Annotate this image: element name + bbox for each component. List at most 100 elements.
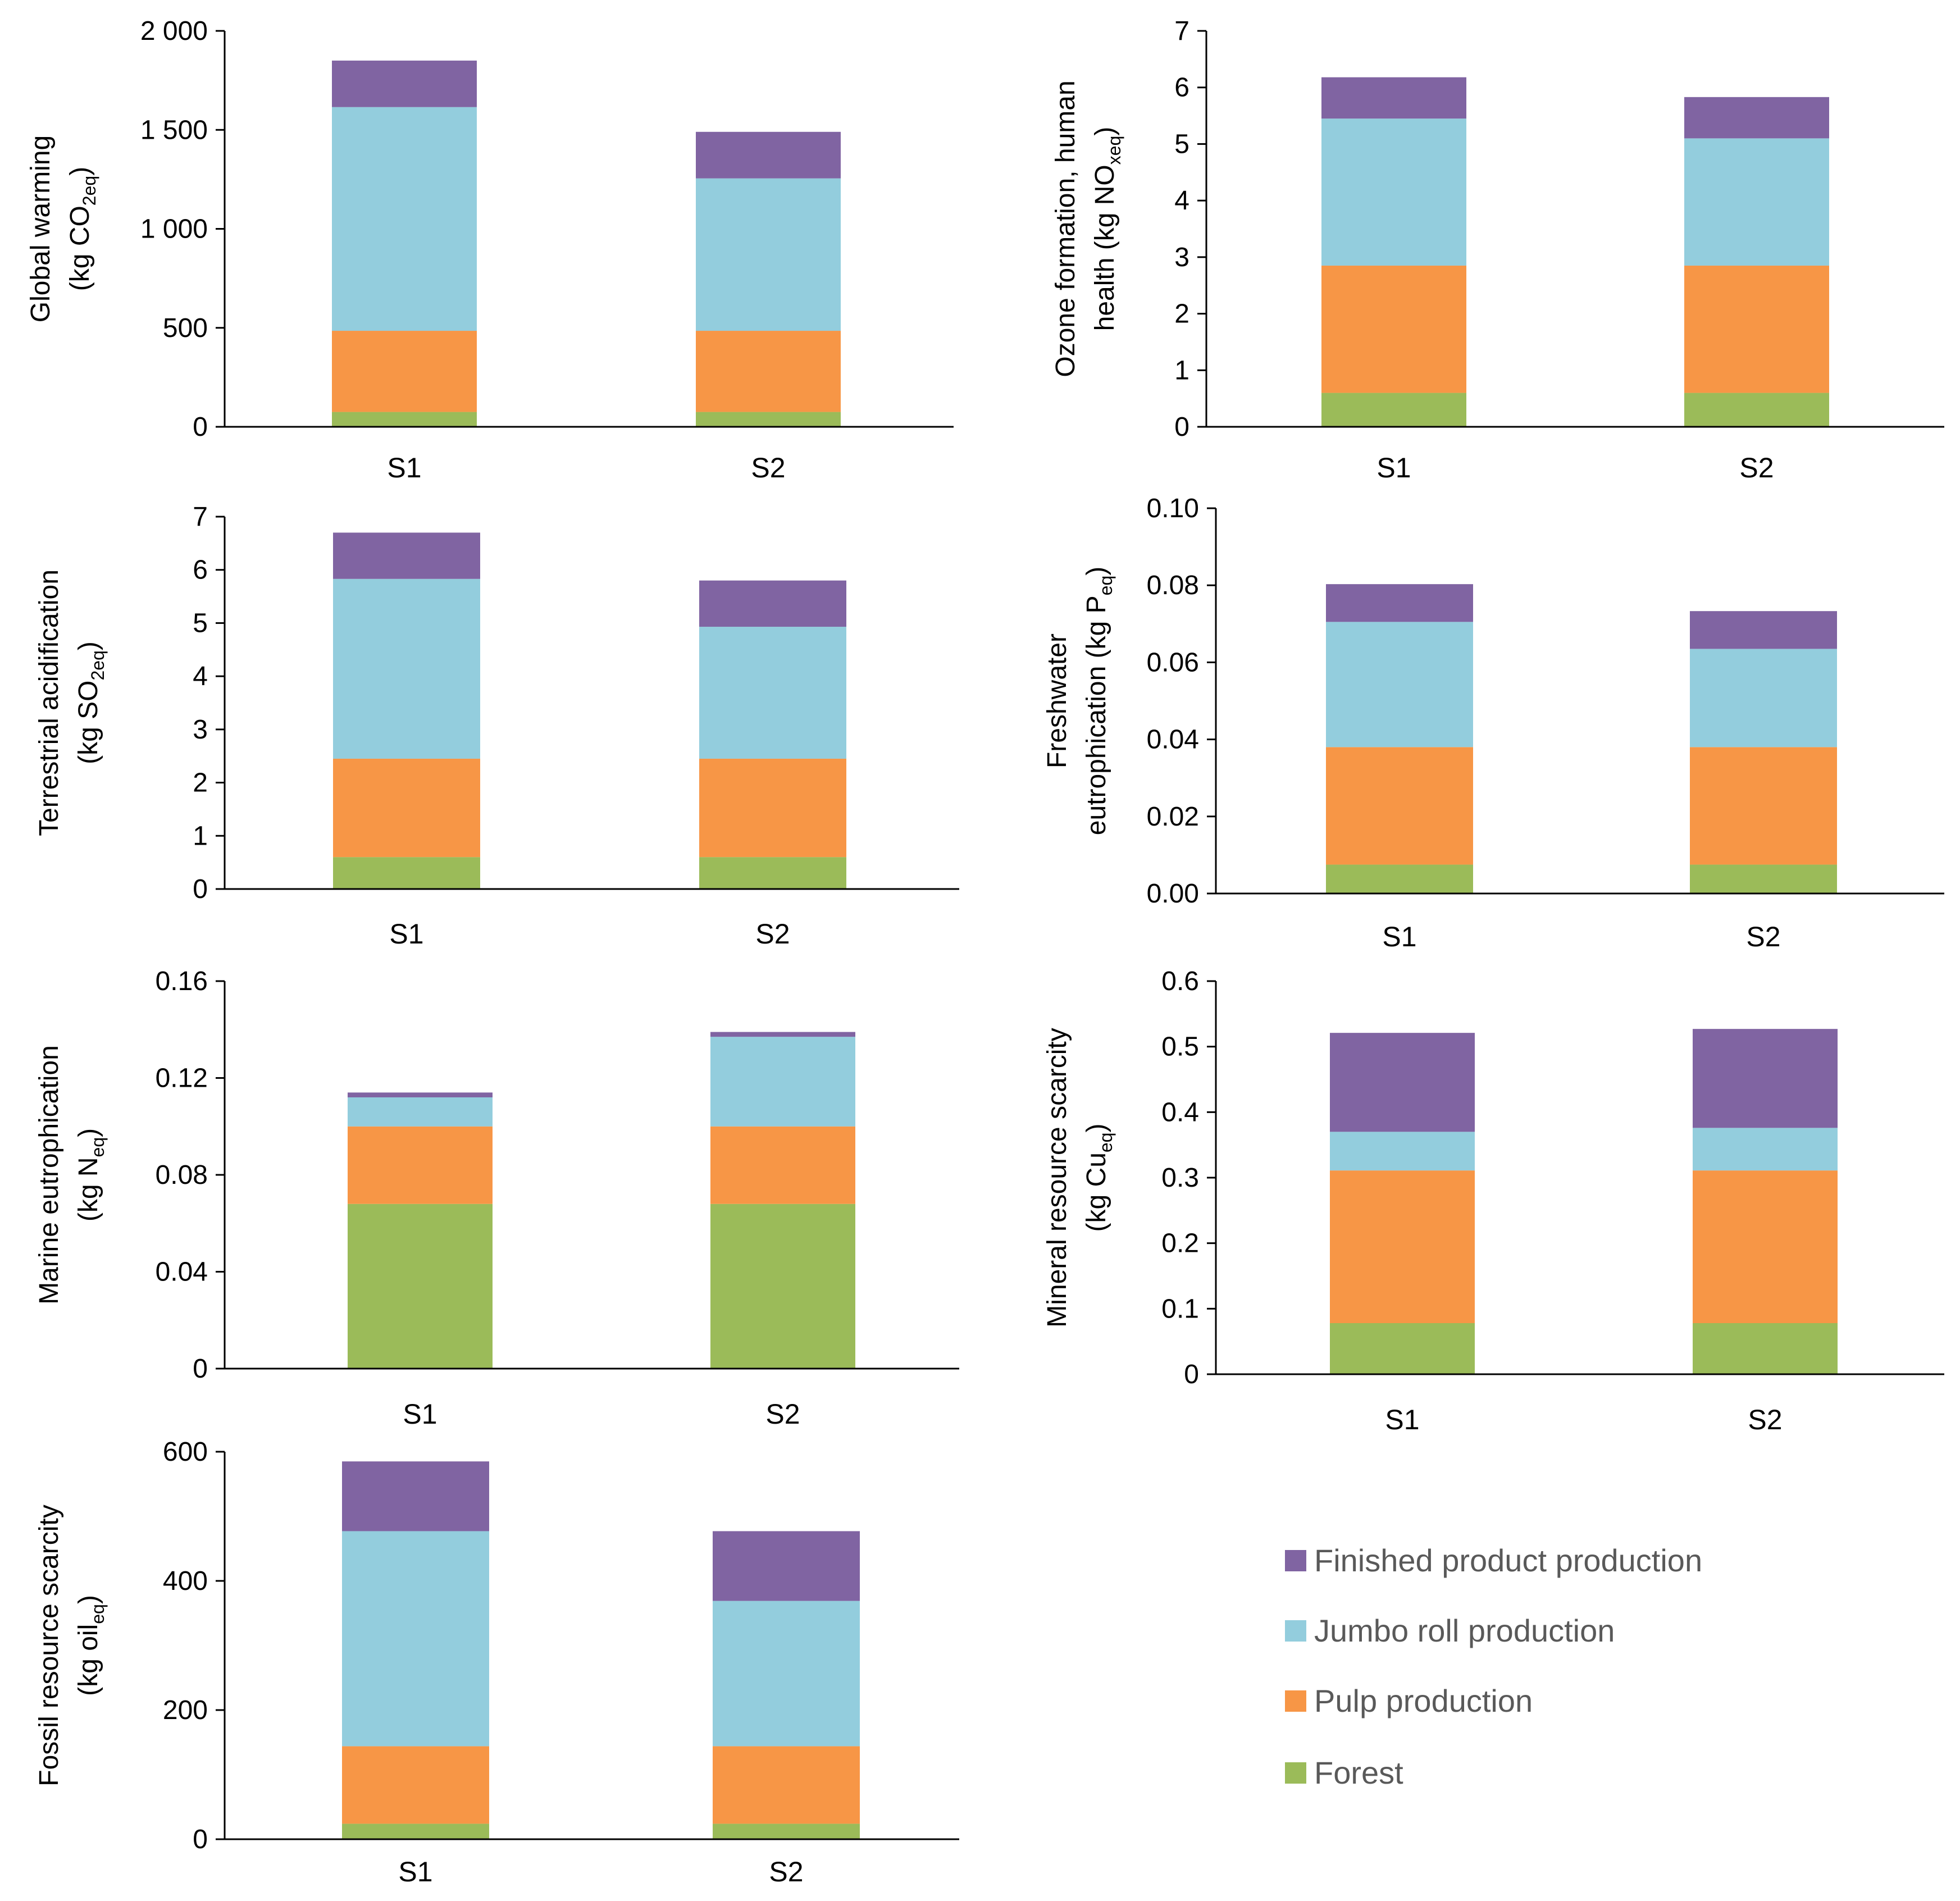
x-category-label: S2 (769, 1856, 803, 1888)
y-axis-title-line1: Freshwater (1042, 633, 1072, 768)
bar-finished-product-production-s2 (699, 580, 846, 627)
bar-pulp-production-s2 (696, 331, 841, 412)
y-tick-label: 3 (193, 715, 208, 745)
bar-jumbo-roll-production-s2 (710, 1037, 855, 1127)
y-tick-label: 0 (193, 1825, 208, 1854)
bar-pulp-production-s1 (1326, 747, 1473, 865)
y-tick-label: 7 (193, 502, 208, 532)
y-tick-label: 1 (1174, 355, 1189, 385)
bar-pulp-production-s1 (348, 1126, 493, 1204)
bar-forest-s2 (710, 1203, 855, 1369)
bar-finished-product-production-s2 (713, 1531, 860, 1601)
bar-jumbo-roll-production-s1 (1330, 1132, 1475, 1171)
y-tick-label: 2 (1174, 299, 1189, 329)
chart-panel-7: 0 200 400 600 S1 S2 Fossil resource scarcity (k… (34, 1437, 959, 1888)
y-tick-label: 0.04 (1147, 725, 1199, 755)
bar-finished-product-production-s1 (332, 60, 477, 107)
bar-finished-product-production-s2 (1690, 611, 1837, 649)
bar-pulp-production-s2 (699, 758, 846, 858)
y-tick-label: 500 (163, 313, 208, 343)
bar-finished-product-production-s2 (696, 131, 841, 179)
y-tick-label: 6 (193, 555, 208, 585)
y-axis-title: Ozone formation, human health (kg NOxeq) (1051, 80, 1124, 377)
y-axis-title-line2: (kg CO2eq) (65, 167, 99, 291)
y-tick-label: 0.10 (1147, 494, 1199, 523)
y-tick-label: 0.16 (156, 967, 208, 996)
y-axis-title-line2: (kg Cueq) (1082, 1124, 1116, 1232)
y-tick-label: 400 (163, 1566, 208, 1596)
bar-jumbo-roll-production-s1 (342, 1531, 489, 1747)
y-axis-title: Mineral resource scarcity (kg Cueq) (1042, 1028, 1116, 1327)
x-category-label: S1 (398, 1856, 432, 1888)
bar-jumbo-roll-production-s2 (1684, 138, 1829, 266)
x-category-label: S2 (751, 452, 785, 484)
y-axis-title-line1: Marine eutrophication (34, 1045, 64, 1305)
bar-jumbo-roll-production-s1 (332, 107, 477, 331)
legend-label: Pulp production (1314, 1683, 1533, 1718)
y-axis-title: Global warming (kg CO2eq) (26, 135, 99, 322)
bar-forest-s1 (342, 1823, 489, 1839)
y-tick-label: 1 (193, 821, 208, 851)
bar-forest-s2 (696, 412, 841, 427)
y-tick-label: 0 (193, 412, 208, 442)
bar-pulp-production-s1 (342, 1746, 489, 1824)
chart-panel-2: 0 1 2 3 4 5 6 7 S1 S2 Ozone formation, human health… (1051, 16, 1944, 484)
bar-jumbo-roll-production-s1 (1321, 118, 1466, 266)
bar-finished-product-production-s1 (348, 1092, 493, 1097)
x-category-label: S1 (387, 452, 421, 484)
bar-jumbo-roll-production-s2 (1690, 649, 1837, 747)
y-tick-label: 0 (193, 874, 208, 904)
y-axis-title-line1: Terrestrial acidification (34, 569, 64, 836)
y-tick-label: 5 (1174, 129, 1189, 159)
y-tick-label: 6 (1174, 73, 1189, 103)
bar-pulp-production-s2 (1690, 747, 1837, 865)
x-category-label: S1 (1385, 1404, 1419, 1435)
y-axis-title-line1: Global warming (26, 135, 56, 322)
bar-pulp-production-s2 (713, 1746, 860, 1824)
y-axis-title-line2: eutrophication (kg Peq) (1082, 567, 1116, 836)
bar-jumbo-roll-production-s1 (333, 578, 480, 759)
bar-forest-s2 (1693, 1323, 1838, 1374)
y-tick-label: 0.02 (1147, 802, 1199, 832)
bar-forest-s1 (1321, 393, 1466, 427)
bar-jumbo-roll-production-s2 (696, 178, 841, 331)
x-category-label: S2 (1746, 921, 1780, 952)
legend: Finished product production Jumbo roll pr… (1285, 1543, 1702, 1790)
chart-panel-3: 0 1 2 3 4 5 6 7 S1 S2 Terrestrial acidification (kg… (34, 502, 959, 950)
legend-label: Jumbo roll production (1314, 1613, 1615, 1648)
y-tick-label: 1 000 (140, 215, 208, 244)
y-tick-label: 0.04 (156, 1257, 208, 1287)
bar-forest-s1 (333, 857, 480, 889)
y-tick-label: 0.6 (1161, 967, 1199, 996)
y-tick-label: 2 (193, 768, 208, 798)
chart-panel-6: 0 0.1 0.2 0.3 0.4 0.5 0.6 S1 S2 Mineral resource … (1042, 967, 1944, 1435)
y-axis-title-line1: Mineral resource scarcity (1042, 1028, 1072, 1327)
y-tick-label: 0 (193, 1354, 208, 1384)
bar-forest-s1 (1330, 1323, 1475, 1374)
x-category-label: S1 (1382, 921, 1416, 952)
bar-pulp-production-s1 (1321, 265, 1466, 393)
y-tick-label: 0.08 (156, 1160, 208, 1190)
bar-forest-s2 (1690, 864, 1837, 893)
bar-jumbo-roll-production-s2 (1693, 1128, 1838, 1171)
y-axis-title-line2: (kg oileq) (74, 1595, 108, 1696)
bar-pulp-production-s2 (1693, 1170, 1838, 1323)
y-tick-label: 1 500 (140, 115, 208, 145)
y-tick-label: 0 (1174, 412, 1189, 442)
bar-finished-product-production-s1 (1330, 1033, 1475, 1132)
y-tick-label: 600 (163, 1437, 208, 1467)
y-tick-label: 4 (1174, 186, 1189, 216)
bar-finished-product-production-s1 (333, 532, 480, 579)
y-axis-title: Freshwater eutrophication (kg Peq) (1042, 567, 1116, 836)
chart-panel-4: 0.00 0.02 0.04 0.06 0.08 0.10 S1 S2 Freshwater eu… (1042, 494, 1944, 952)
y-axis-title: Terrestrial acidification (kg SO2eq) (34, 569, 108, 836)
x-category-label: S1 (389, 918, 423, 950)
legend-swatch-forest (1285, 1762, 1306, 1784)
bar-jumbo-roll-production-s1 (1326, 622, 1473, 747)
bar-finished-product-production-s1 (1321, 77, 1466, 119)
y-tick-label: 7 (1174, 16, 1189, 46)
bar-forest-s1 (348, 1203, 493, 1369)
y-axis-title-line1: Ozone formation, human (1051, 80, 1081, 377)
bar-finished-product-production-s1 (342, 1461, 489, 1531)
